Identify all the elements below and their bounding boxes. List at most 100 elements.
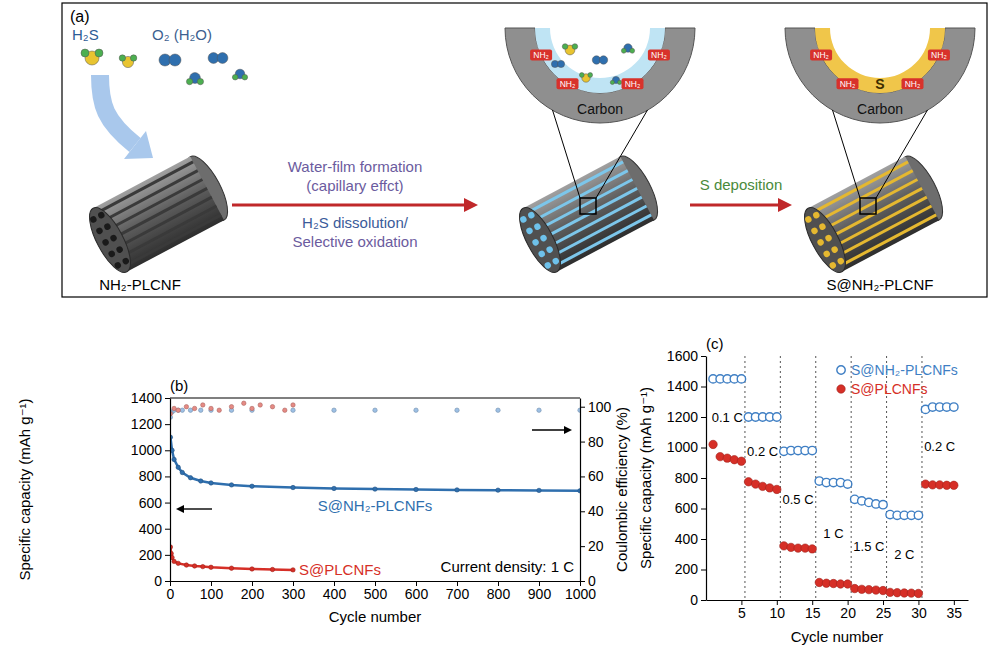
tick-label: 1400 xyxy=(667,378,698,394)
zoom-box xyxy=(860,198,876,214)
pointer-arrow xyxy=(532,429,566,430)
tick: 25 xyxy=(876,600,892,621)
data-point xyxy=(199,479,203,483)
legend-marker xyxy=(837,385,845,393)
data-point xyxy=(373,487,377,491)
data-point xyxy=(914,589,922,597)
tick-mark xyxy=(165,555,170,556)
atom xyxy=(197,78,203,84)
tick: 400 xyxy=(323,581,347,602)
tick: 200 xyxy=(675,561,706,577)
tick-label: 400 xyxy=(139,521,163,537)
axis-title: Coulombic efficiency (%) xyxy=(613,407,630,572)
data-point xyxy=(188,476,192,480)
tick: 1400 xyxy=(131,390,170,406)
tick: 1400 xyxy=(667,378,706,394)
pore xyxy=(103,222,112,231)
pore xyxy=(545,245,554,254)
data-point xyxy=(950,403,958,411)
fiber-face xyxy=(797,202,854,278)
pore xyxy=(531,238,540,247)
tick: 200 xyxy=(139,547,170,563)
tick-mark xyxy=(165,503,170,504)
data-point xyxy=(578,489,580,493)
fiber-body xyxy=(93,157,224,272)
gas-arrow xyxy=(100,75,135,145)
data-point xyxy=(217,408,221,412)
axis-title: Specific capacity (mAh g⁻¹) xyxy=(637,387,654,569)
tick-mark xyxy=(580,442,585,443)
sulfur-layer xyxy=(815,28,945,93)
fiber-channel xyxy=(843,215,937,265)
atom xyxy=(81,49,89,57)
zoom-line xyxy=(876,110,928,198)
pore xyxy=(121,257,130,266)
pore xyxy=(537,249,546,258)
step-label: Selective oxidation xyxy=(292,233,417,250)
tick-mark xyxy=(580,511,585,512)
tick-label: 200 xyxy=(139,547,163,563)
data-point xyxy=(291,485,295,489)
pore xyxy=(539,234,548,243)
carbon-label: Carbon xyxy=(577,101,623,117)
pore xyxy=(816,238,825,247)
fiber-channel xyxy=(838,206,932,256)
data-point xyxy=(414,487,418,491)
data-point xyxy=(176,561,180,565)
fiber-bundle xyxy=(797,150,951,277)
tick-mark xyxy=(701,509,706,510)
series-label: S@PLCNFs xyxy=(299,561,381,578)
fiber-body xyxy=(523,157,654,272)
chart-panel: 5101520253035020040060080010001200140016… xyxy=(637,335,969,645)
data-point xyxy=(950,481,958,489)
amine-tag xyxy=(837,78,859,89)
tick-label: 20 xyxy=(588,538,604,554)
amine-label: NH₂ xyxy=(560,79,576,89)
pore xyxy=(818,222,827,231)
fiber-face xyxy=(512,202,569,278)
tick: 60 xyxy=(580,468,604,484)
legend-label: S@PLCNFs xyxy=(851,381,927,397)
pore xyxy=(551,257,560,266)
atom xyxy=(579,73,584,78)
pore xyxy=(107,249,116,258)
data-point xyxy=(773,413,781,421)
data-point xyxy=(184,563,188,567)
molecule xyxy=(562,44,577,55)
tick: 800 xyxy=(139,468,170,484)
tick-label: 40 xyxy=(588,503,604,519)
pore xyxy=(533,222,542,231)
data-point xyxy=(537,488,541,492)
deposit-label: S xyxy=(875,76,884,92)
plot-frame xyxy=(170,397,580,398)
zoom-line xyxy=(553,110,581,198)
data-point xyxy=(283,408,287,412)
tick-label: 400 xyxy=(675,531,699,547)
pointer-arrow xyxy=(182,508,212,509)
tick-mark xyxy=(701,539,706,540)
tick-label: 25 xyxy=(876,605,892,621)
tick-label: 20 xyxy=(840,605,856,621)
y-axis-line xyxy=(706,357,707,601)
data-point xyxy=(192,564,196,568)
amine-tag xyxy=(530,49,552,60)
chart-panel: 0100200300400500600700800900100002004006… xyxy=(16,377,630,625)
pore xyxy=(525,227,534,236)
tick: 300 xyxy=(282,581,306,602)
tick-label: 300 xyxy=(282,586,306,602)
data-point xyxy=(199,408,203,412)
x-axis-line xyxy=(707,600,969,601)
molecule xyxy=(159,54,181,66)
atom xyxy=(588,73,593,78)
pore xyxy=(97,211,106,220)
tick: 1600 xyxy=(667,348,706,364)
tick: 35 xyxy=(947,600,963,621)
pore xyxy=(543,261,552,270)
fiber-bundle xyxy=(82,150,236,277)
pore xyxy=(115,245,124,254)
carbon-wall: SNH₂NH₂NH₂NH₂Carbon xyxy=(785,28,975,123)
step-label: S deposition xyxy=(700,176,783,193)
plot-area xyxy=(170,401,580,572)
rate-label: 0.1 C xyxy=(712,410,743,425)
material-label: NH₂-PLCNF xyxy=(99,276,181,293)
